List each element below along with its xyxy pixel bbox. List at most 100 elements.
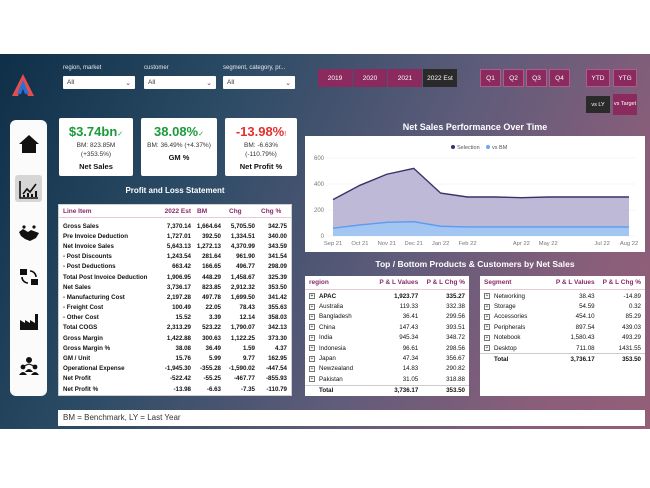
pl-header-chg[interactable]: Chg (229, 208, 242, 215)
table-row[interactable]: + China 147.43 393.51 (305, 322, 469, 332)
pl-cell-pct: -855.93 (266, 375, 287, 383)
region-header-chg[interactable]: P & L Chg % (426, 279, 465, 286)
pl-row[interactable]: - Freight Cost 100.49 22.05 78.43 355.63 (59, 303, 291, 313)
table-row[interactable]: + Bangladesh 36.41 299.56 (305, 312, 469, 322)
table-row[interactable]: + Pakistan 31.05 318.88 (305, 374, 469, 384)
year-button-2021[interactable]: 2021 (388, 69, 422, 87)
table-row[interactable]: + Storage 54.59 0.32 (480, 301, 645, 311)
segment-header-chg[interactable]: P & L Chg % (602, 279, 641, 286)
pl-row[interactable]: Total COGS 2,313.29 523.22 1,790.07 342.13 (59, 323, 291, 333)
quarter-button-q1[interactable]: Q1 (480, 69, 501, 87)
expand-plus-icon[interactable]: + (484, 313, 490, 320)
table-row[interactable]: + Indonesia 96.61 298.56 (305, 343, 469, 353)
table-row[interactable]: + Newzealand 14.83 290.82 (305, 364, 469, 374)
pl-row[interactable]: - Manufacturing Cost 2,197.28 497.78 1,699.… (59, 292, 291, 302)
pl-header-chg-pct[interactable]: Chg % (261, 208, 282, 215)
nav-supply-chain[interactable] (15, 263, 42, 290)
expand-plus-icon[interactable]: + (484, 324, 490, 331)
pl-row[interactable]: Total Post Invoice Deduction 1,906.95 448.… (59, 272, 291, 282)
pl-cell-pct: 353.50 (268, 283, 287, 291)
pl-cell-pct: 4.37 (274, 344, 287, 352)
expand-plus-icon[interactable]: + (484, 293, 490, 300)
expand-plus-icon[interactable]: + (484, 345, 490, 352)
pl-row[interactable]: Net Sales 3,736.17 823.85 2,912.32 353.50 (59, 282, 291, 292)
pl-row[interactable]: Pre Invoice Deduction 1,727.01 392.50 1,334… (59, 231, 291, 241)
expand-plus-icon[interactable]: + (309, 345, 315, 352)
pl-cell-pct: 355.63 (268, 304, 287, 312)
nav-finance[interactable] (15, 175, 42, 202)
pl-cell-chg: 961.90 (236, 253, 255, 261)
row-chg-pct: 299.56 (446, 313, 465, 321)
expand-plus-icon[interactable]: + (309, 365, 315, 372)
table-row[interactable]: + Japan 47.34 356.67 (305, 353, 469, 363)
y-tick-label: 400 (314, 182, 325, 188)
row-name: Pakistan (319, 375, 343, 383)
total-value: 3,736.17 (570, 355, 595, 363)
pl-cell-item: Net Profit % (63, 385, 99, 393)
ytg-button[interactable]: YTG (613, 69, 637, 87)
pl-cell-item: Gross Margin % (63, 344, 111, 352)
table-row[interactable]: + Peripherals 897.54 439.03 (480, 322, 645, 332)
region-dropdown[interactable]: All ⌄ (63, 76, 135, 89)
row-name: China (319, 323, 336, 331)
expand-plus-icon[interactable]: + (309, 313, 315, 320)
row-name: Desktop (494, 344, 517, 352)
region-header-values[interactable]: P & L Values (379, 279, 419, 286)
row-chg-pct: 356.67 (446, 355, 465, 363)
expand-plus-icon[interactable]: + (484, 303, 490, 310)
region-header-name[interactable]: region (309, 279, 329, 286)
pl-row[interactable]: GM / Unit 15.76 5.99 9.77 162.95 (59, 353, 291, 363)
row-chg-pct: 393.51 (446, 323, 465, 331)
expand-plus-icon[interactable]: + (309, 355, 315, 362)
table-row[interactable]: + Accessories 454.10 85.29 (480, 312, 645, 322)
vs-target-button[interactable]: vs Target (613, 94, 637, 115)
pl-row[interactable]: - Post Discounts 1,243.54 281.64 961.90 341.… (59, 252, 291, 262)
expand-plus-icon[interactable]: + (309, 334, 315, 341)
pl-row[interactable]: Net Invoice Sales 5,643.13 1,272.13 4,370.9… (59, 241, 291, 251)
segment-header-name[interactable]: Segment (484, 279, 512, 286)
pl-row[interactable]: - Other Cost 15.52 3.39 12.14 358.03 (59, 313, 291, 323)
pl-row[interactable]: - Post Deductions 663.42 166.65 496.77 298.0… (59, 262, 291, 272)
row-name: Japan (319, 355, 336, 363)
segment-dropdown[interactable]: All ⌄ (223, 76, 295, 89)
vs-ly-button[interactable]: vs LY (586, 96, 610, 113)
expand-plus-icon[interactable]: + (309, 376, 315, 383)
expand-plus-icon[interactable]: + (484, 334, 490, 341)
quarter-button-q3[interactable]: Q3 (526, 69, 547, 87)
pl-row[interactable]: Gross Margin % 38.08 36.49 1.59 4.37 (59, 343, 291, 353)
customer-dropdown[interactable]: All ⌄ (144, 76, 216, 89)
pl-row[interactable]: Operational Expense -1,945.30 -355.28 -1,59… (59, 364, 291, 374)
pl-header-est[interactable]: 2022 Est (164, 208, 191, 215)
row-chg-pct: 493.29 (622, 334, 641, 342)
row-value: 147.43 (399, 323, 419, 331)
year-button-2022-est[interactable]: 2022 Est (423, 69, 457, 87)
table-row[interactable]: + Australia 119.33 332.38 (305, 301, 469, 311)
row-name-cell: + APAC (309, 293, 368, 300)
table-row[interactable]: + Desktop 711.08 1431.55 (480, 343, 645, 353)
expand-plus-icon[interactable]: + (309, 324, 315, 331)
nav-manufacturing[interactable] (15, 307, 42, 334)
nav-home[interactable] (15, 130, 42, 157)
table-row[interactable]: + India 945.34 348.72 (305, 333, 469, 343)
nav-sales[interactable] (15, 220, 42, 247)
pl-row[interactable]: Net Profit -522.42 -55.25 -467.77 -855.93 (59, 374, 291, 384)
pl-row[interactable]: Net Profit % -13.98 -6.63 -7.35 -110.79 (59, 384, 291, 394)
table-row[interactable]: + APAC 1,923.77 335.27 (305, 291, 469, 301)
segment-header-values[interactable]: P & L Values (555, 279, 595, 286)
expand-plus-icon[interactable]: + (309, 303, 315, 310)
quarter-button-q4[interactable]: Q4 (549, 69, 570, 87)
pl-header-bm[interactable]: BM (197, 208, 208, 215)
expand-plus-icon[interactable]: + (309, 293, 315, 300)
table-row[interactable]: + Notebook 1,580.43 493.29 (480, 333, 645, 343)
factory-icon (19, 313, 38, 330)
pl-header-line-item[interactable]: Line Item (63, 208, 92, 215)
table-row[interactable]: + Networking 38.43 -14.89 (480, 291, 645, 301)
series-area-selection (333, 168, 629, 236)
year-button-2020[interactable]: 2020 (353, 69, 387, 87)
quarter-button-q2[interactable]: Q2 (503, 69, 524, 87)
nav-team[interactable] (15, 352, 42, 379)
pl-row[interactable]: Gross Sales 7,370.14 1,664.64 5,705.50 342.7… (59, 221, 291, 231)
pl-row[interactable]: Gross Margin 1,422.88 300.63 1,122.25 373.30 (59, 333, 291, 343)
year-button-2019[interactable]: 2019 (318, 69, 352, 87)
ytd-button[interactable]: YTD (586, 69, 610, 87)
